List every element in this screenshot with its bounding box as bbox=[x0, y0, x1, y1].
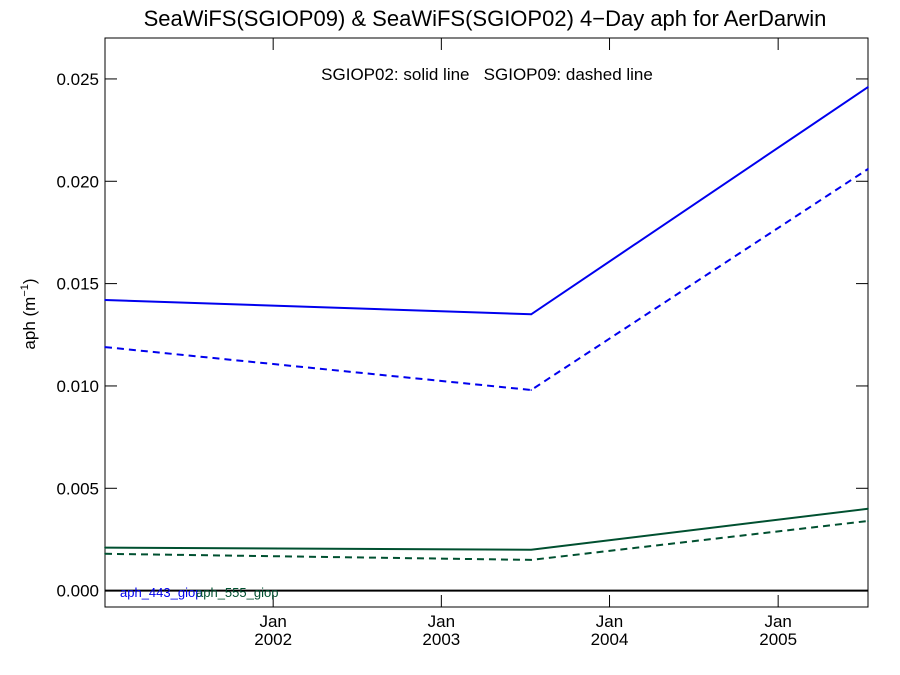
y-tick-label: 0.000 bbox=[56, 582, 99, 601]
series-point-2 bbox=[530, 389, 532, 391]
series-line-4 bbox=[104, 520, 869, 561]
x-tick-label-year: 2003 bbox=[422, 630, 460, 649]
y-tick-label: 0.010 bbox=[56, 377, 99, 396]
series-point-4 bbox=[104, 552, 106, 555]
y-axis-title-superscript: −1 bbox=[19, 284, 31, 297]
y-tick-label: 0.005 bbox=[56, 479, 99, 498]
y-axis-title-text: aph (m bbox=[20, 297, 39, 350]
x-tick-label-month: Jan bbox=[428, 612, 455, 631]
series-line-2 bbox=[104, 168, 869, 392]
series-line-3 bbox=[104, 507, 869, 551]
y-tick-label: 0.020 bbox=[56, 172, 99, 191]
series-point-3 bbox=[104, 546, 106, 549]
series-line-1 bbox=[104, 86, 869, 316]
y-tick-label: 0.025 bbox=[56, 70, 99, 89]
series-point-3 bbox=[867, 507, 869, 510]
y-axis-title: aph (m−1) bbox=[19, 278, 39, 349]
series-point-2 bbox=[867, 168, 869, 170]
x-tick-label-year: 2002 bbox=[254, 630, 292, 649]
chart-title: SeaWiFS(SGIOP09) & SeaWiFS(SGIOP02) 4−Da… bbox=[144, 6, 827, 31]
legend-label: aph_443_giop bbox=[120, 585, 202, 600]
series-point-4 bbox=[530, 559, 532, 561]
series-point-1 bbox=[867, 86, 869, 88]
plot-frame bbox=[104, 37, 869, 608]
x-tick-label-month: Jan bbox=[596, 612, 623, 631]
series-point-2 bbox=[104, 346, 106, 348]
legend-label: aph_555_giop bbox=[196, 585, 278, 600]
series-point-4 bbox=[867, 520, 869, 522]
series-point-3 bbox=[530, 548, 532, 551]
y-axis-title-close: ) bbox=[20, 278, 39, 284]
series-point-1 bbox=[530, 313, 532, 316]
plot-area: 0.0000.0050.0100.0150.0200.025Jan2002Jan… bbox=[56, 37, 869, 649]
line-style-annotation: SGIOP02: solid line SGIOP09: dashed line bbox=[321, 65, 653, 84]
x-tick-label-year: 2004 bbox=[591, 630, 629, 649]
x-tick-label-year: 2005 bbox=[759, 630, 797, 649]
x-tick-label-month: Jan bbox=[764, 612, 791, 631]
series-point-1 bbox=[104, 299, 106, 301]
y-tick-label: 0.015 bbox=[56, 275, 99, 294]
x-tick-label-month: Jan bbox=[259, 612, 286, 631]
